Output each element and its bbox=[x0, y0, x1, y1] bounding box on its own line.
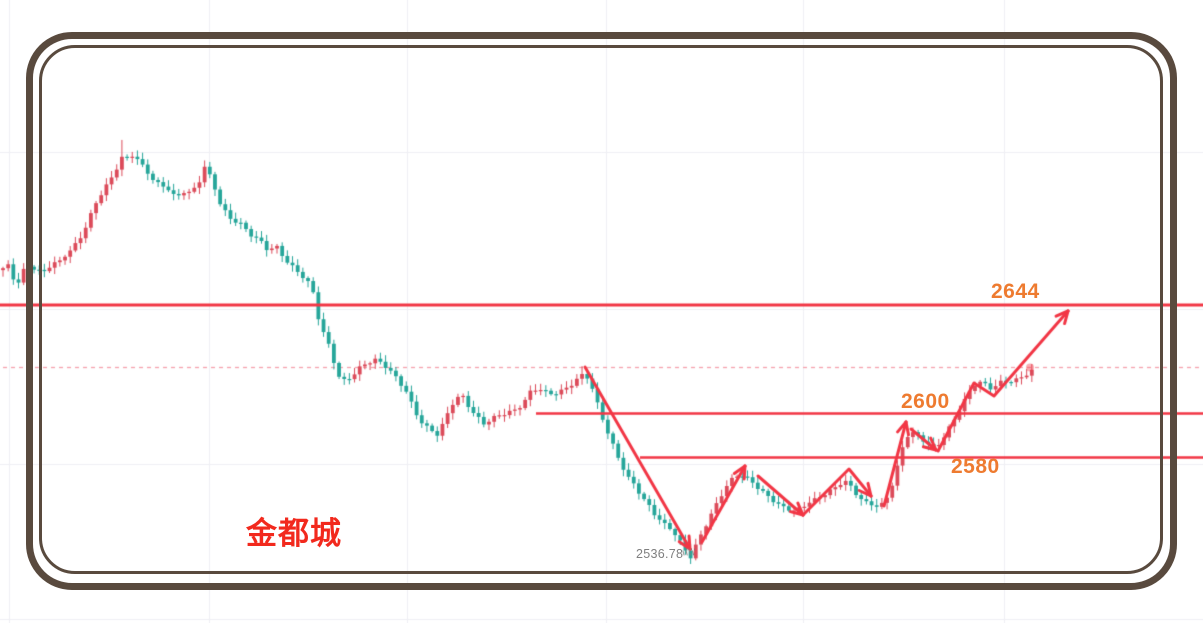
price-label-2644: 2644 bbox=[991, 280, 1040, 303]
price-label-2580: 2580 bbox=[951, 455, 1000, 478]
leader-dots: '''' bbox=[685, 547, 697, 557]
swing-low-value: 2536.78 bbox=[636, 547, 684, 561]
price-label-2600: 2600 bbox=[901, 390, 950, 413]
swing-low-price-label: 2536.78 '''' bbox=[636, 547, 696, 561]
watermark-brand-text: 金都城 bbox=[246, 516, 342, 551]
